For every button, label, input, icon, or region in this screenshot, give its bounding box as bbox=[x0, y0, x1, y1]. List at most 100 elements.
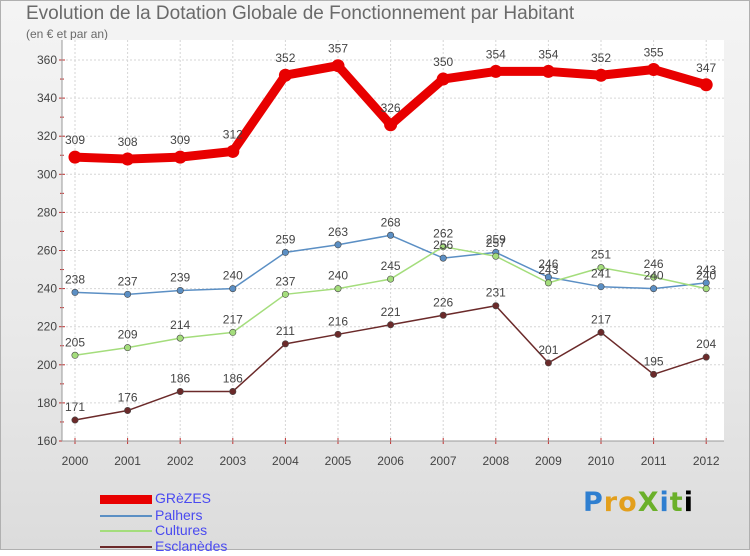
x-tick-label: 2001 bbox=[114, 454, 141, 468]
data-label: 350 bbox=[433, 55, 453, 69]
data-label: 243 bbox=[696, 263, 716, 277]
data-point bbox=[173, 150, 187, 164]
data-point bbox=[334, 330, 342, 338]
data-label: 312 bbox=[223, 127, 243, 141]
data-label: 309 bbox=[65, 133, 85, 147]
data-point bbox=[647, 63, 661, 77]
data-label: 263 bbox=[328, 225, 348, 239]
data-point bbox=[387, 275, 395, 283]
x-tick-label: 2010 bbox=[588, 454, 615, 468]
legend-label: Esclanèdes bbox=[155, 538, 228, 554]
data-label: 237 bbox=[275, 274, 295, 288]
data-point bbox=[176, 387, 184, 395]
data-label: 347 bbox=[696, 61, 716, 75]
chart-subtitle: (en € et par an) bbox=[26, 27, 109, 41]
data-label: 245 bbox=[381, 259, 401, 273]
data-point bbox=[384, 118, 398, 132]
data-point bbox=[597, 264, 605, 272]
x-tick-label: 2004 bbox=[272, 454, 299, 468]
x-tick-label: 2000 bbox=[62, 454, 89, 468]
data-point bbox=[124, 290, 132, 298]
data-point bbox=[544, 359, 552, 367]
legend-swatch bbox=[100, 530, 152, 532]
y-tick-label: 360 bbox=[37, 53, 57, 67]
data-label: 357 bbox=[328, 42, 348, 56]
x-tick-label: 2008 bbox=[482, 454, 509, 468]
data-label: 231 bbox=[486, 286, 506, 300]
data-point bbox=[229, 285, 237, 293]
y-tick-label: 180 bbox=[37, 396, 57, 410]
y-tick-label: 220 bbox=[37, 320, 57, 334]
data-label: 352 bbox=[591, 51, 611, 65]
data-label: 262 bbox=[433, 227, 453, 241]
data-point bbox=[699, 78, 713, 92]
data-label: 216 bbox=[328, 314, 348, 328]
data-point bbox=[331, 59, 345, 73]
legend-swatch bbox=[100, 515, 152, 517]
data-label: 256 bbox=[433, 238, 453, 252]
data-label: 176 bbox=[118, 391, 138, 405]
data-point bbox=[702, 285, 710, 293]
data-label: 241 bbox=[591, 267, 611, 281]
legend-label: GRèZES bbox=[155, 490, 212, 506]
data-point bbox=[229, 328, 237, 336]
data-point bbox=[597, 328, 605, 336]
data-label: 240 bbox=[328, 269, 348, 283]
data-point bbox=[334, 241, 342, 249]
legend-swatch bbox=[100, 546, 152, 548]
data-label: 195 bbox=[644, 354, 664, 368]
proxiti-logo: ProXiti bbox=[583, 487, 694, 518]
data-point bbox=[68, 150, 82, 164]
data-label: 246 bbox=[538, 257, 558, 271]
data-label: 238 bbox=[65, 272, 85, 286]
data-point bbox=[176, 287, 184, 295]
data-point bbox=[334, 285, 342, 293]
data-point bbox=[281, 290, 289, 298]
data-label: 259 bbox=[486, 232, 506, 246]
data-point bbox=[281, 248, 289, 256]
y-tick-label: 240 bbox=[37, 282, 57, 296]
plot-area bbox=[62, 40, 724, 441]
data-label: 352 bbox=[275, 51, 295, 65]
data-point bbox=[278, 68, 292, 82]
data-point bbox=[226, 144, 240, 158]
data-label: 354 bbox=[486, 47, 506, 61]
data-label: 204 bbox=[696, 337, 716, 351]
data-label: 257 bbox=[486, 236, 506, 250]
data-label: 217 bbox=[223, 312, 243, 326]
x-tick-label: 2002 bbox=[167, 454, 194, 468]
data-label: 237 bbox=[118, 274, 138, 288]
data-label: 326 bbox=[381, 101, 401, 115]
y-tick-label: 300 bbox=[37, 167, 57, 181]
data-point bbox=[492, 302, 500, 310]
data-label: 240 bbox=[696, 269, 716, 283]
y-tick-label: 320 bbox=[37, 129, 57, 143]
legend-swatch bbox=[100, 494, 152, 504]
data-point bbox=[702, 353, 710, 361]
data-point bbox=[439, 254, 447, 262]
data-label: 205 bbox=[65, 335, 85, 349]
data-label: 171 bbox=[65, 400, 85, 414]
data-point bbox=[281, 340, 289, 348]
data-label: 186 bbox=[223, 371, 243, 385]
data-label: 240 bbox=[644, 269, 664, 283]
data-point bbox=[650, 273, 658, 281]
data-point bbox=[650, 285, 658, 293]
y-tick-label: 340 bbox=[37, 91, 57, 105]
data-point bbox=[176, 334, 184, 342]
legend-label: Palhers bbox=[155, 507, 203, 523]
data-point bbox=[229, 387, 237, 395]
y-tick-label: 260 bbox=[37, 244, 57, 258]
data-label: 226 bbox=[433, 295, 453, 309]
data-point bbox=[492, 252, 500, 260]
data-point bbox=[121, 152, 135, 166]
chart-title: Evolution de la Dotation Globale de Fonc… bbox=[26, 3, 575, 24]
data-point bbox=[489, 64, 503, 78]
x-tick-label: 2005 bbox=[325, 454, 352, 468]
x-tick-label: 2009 bbox=[535, 454, 562, 468]
x-tick-label: 2012 bbox=[693, 454, 720, 468]
data-label: 268 bbox=[381, 215, 401, 229]
data-point bbox=[387, 231, 395, 239]
data-point bbox=[436, 72, 450, 86]
data-label: 240 bbox=[223, 269, 243, 283]
